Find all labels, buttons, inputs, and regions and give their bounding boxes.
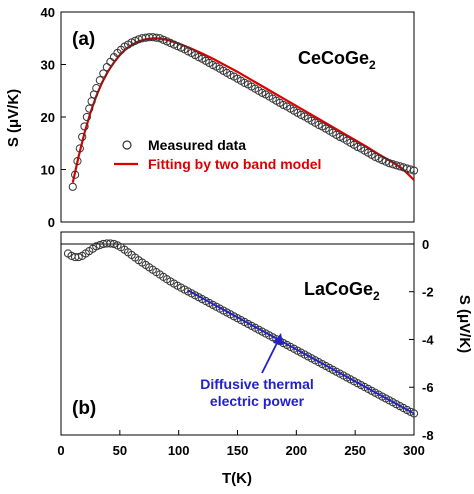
panel-b-y-tick-label: -6 xyxy=(422,380,434,395)
panel-a-frame xyxy=(60,11,415,223)
panel-a-y-tick-label: 40 xyxy=(41,5,55,20)
panel-b-label: (b) xyxy=(72,398,96,419)
panel-b-y-axis-label: S (μV/K) xyxy=(456,295,473,353)
legend-measured-marker xyxy=(122,140,132,150)
panel-b-data-point xyxy=(74,252,83,262)
panel-a-measured-series xyxy=(68,33,419,191)
panel-b-x-tick-label: 200 xyxy=(285,443,307,458)
panel-a-y-tick-label: 0 xyxy=(48,215,55,230)
panel-b-x-tick-label: 0 xyxy=(57,443,64,458)
panel-b-x-axis-label: T(K) xyxy=(222,470,252,487)
annotation-arrow-head xyxy=(273,333,283,345)
panel-a-data-point xyxy=(85,104,94,113)
panel-b-y-tick-label: 0 xyxy=(422,237,429,252)
panel-b-x-tick-label: 50 xyxy=(113,443,127,458)
annotation: Diffusive thermal electric power xyxy=(200,333,314,409)
panel-b-x-tick-label: 300 xyxy=(403,443,425,458)
panel-a-data-point xyxy=(75,144,84,153)
legend-fit-label: Fitting by two band model xyxy=(148,156,321,172)
panel-a-y-ticks: 0 10 20 30 40 xyxy=(41,5,66,230)
panel-a-data-point xyxy=(106,57,115,66)
panel-b-x-tick-label: 250 xyxy=(344,443,366,458)
annotation-arrow-shaft xyxy=(261,340,279,374)
panel-b-x-tick-label: 150 xyxy=(227,443,249,458)
panel-a-data-point xyxy=(68,182,77,191)
panel-a: 0 10 20 30 40 S (μV/K) (a) CeCoGe2 Measured … xyxy=(5,5,419,230)
panel-b-y-tick-label: -4 xyxy=(422,332,434,347)
annotation-line-1: Diffusive thermal xyxy=(200,376,314,392)
panel-a-data-point xyxy=(406,165,415,174)
panel-a-y-tick-label: 10 xyxy=(41,163,55,178)
panel-a-data-point xyxy=(71,170,80,179)
panel-b-y-tick-label: -8 xyxy=(422,428,434,443)
panel-b-x-ticks: 0 50 100 150 200 250 300 xyxy=(57,430,425,458)
panel-b-data-point xyxy=(109,239,119,249)
panel-a-label: (a) xyxy=(72,29,95,50)
panel-b-data-point xyxy=(409,409,419,418)
panel-a-data-point xyxy=(409,166,419,175)
panel-a-y-tick-label: 20 xyxy=(41,110,55,125)
panel-a-data-point xyxy=(99,69,108,78)
annotation-line-2: electric power xyxy=(210,393,305,409)
panel-a-data-point xyxy=(80,122,89,131)
panel-b-y-tick-label: -2 xyxy=(422,285,434,300)
panel-b: 0 50 100 150 200 250 300 0 -2 -4 -6 -8 T(K) S (μV/… xyxy=(57,231,473,487)
panel-b-y-ticks: 0 -2 -4 -6 -8 xyxy=(61,237,434,443)
panel-a-data-point xyxy=(102,63,111,72)
legend: Measured data Fitting by two band model xyxy=(114,137,321,172)
panel-b-data-point xyxy=(92,242,101,251)
panel-b-measured-series xyxy=(63,239,419,418)
panel-b-compound: LaCoGe2 xyxy=(304,279,380,303)
panel-a-data-point xyxy=(73,157,82,166)
panel-a-y-axis-label: S (μV/K) xyxy=(5,89,22,147)
panel-a-data-point xyxy=(78,132,87,142)
panel-a-data-point xyxy=(92,84,101,93)
panel-a-compound: CeCoGe2 xyxy=(298,48,376,72)
panel-a-y-tick-label: 30 xyxy=(41,58,55,73)
panel-b-diffusive-line xyxy=(187,289,415,415)
panel-b-x-tick-label: 100 xyxy=(168,443,190,458)
panel-a-data-point xyxy=(95,76,104,85)
legend-measured-label: Measured data xyxy=(148,137,246,153)
panel-b-diffusive-series xyxy=(187,289,415,415)
panel-a-data-point xyxy=(82,112,91,122)
